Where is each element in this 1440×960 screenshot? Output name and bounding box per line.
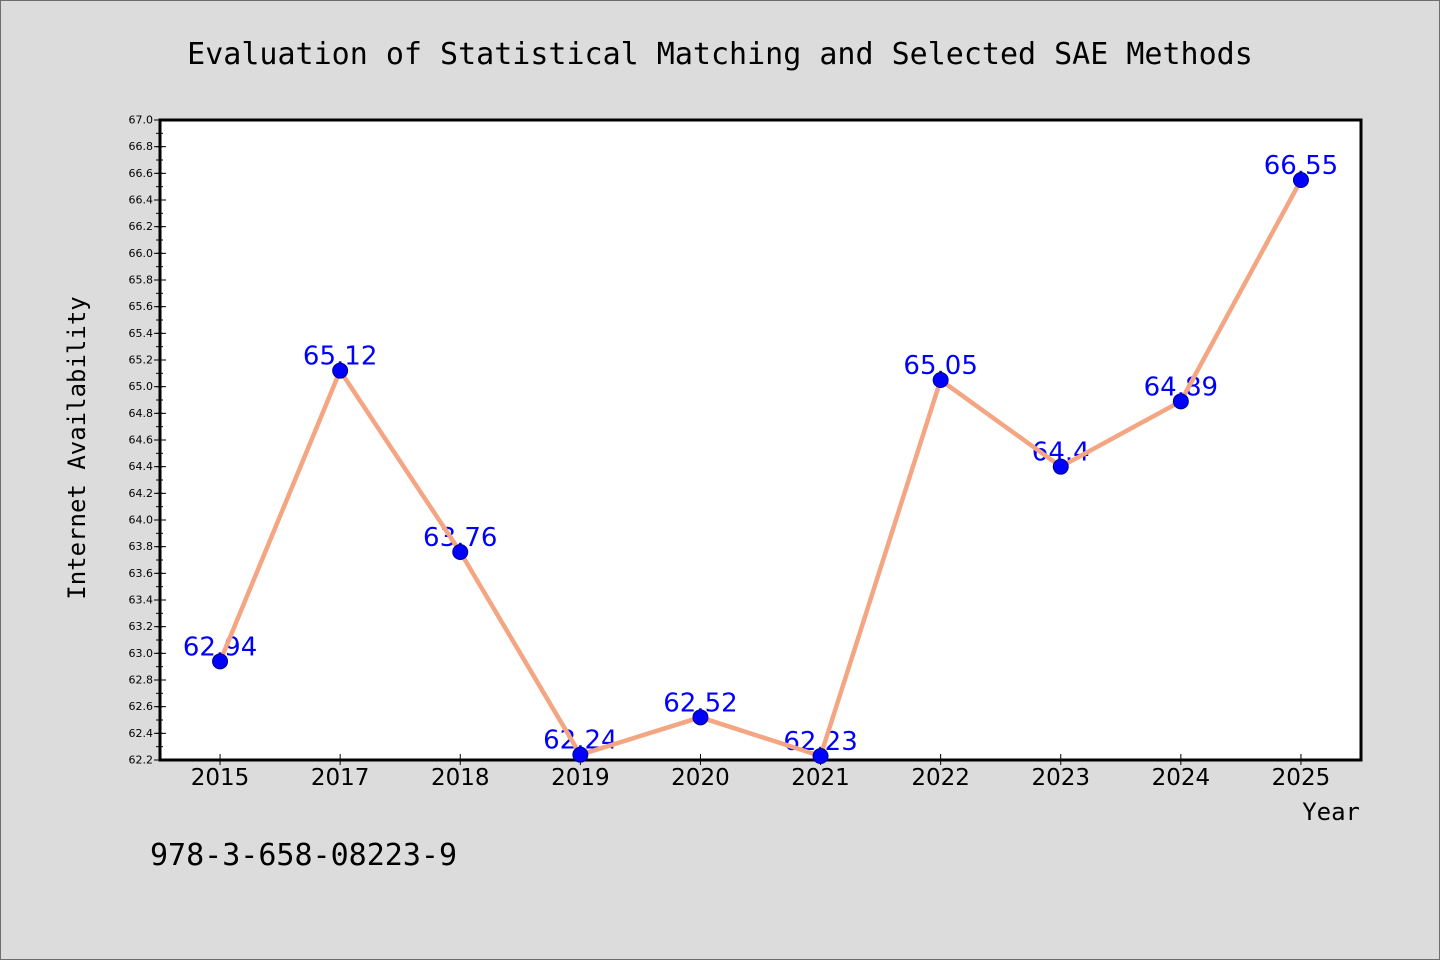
y-tick-label: 66.8 [129,140,154,153]
data-point [212,653,229,670]
data-point [812,748,829,764]
y-tick-label: 63.8 [129,540,154,553]
data-point [1052,458,1069,475]
x-tick-label: 2021 [791,765,850,791]
y-tick-label: 65.0 [129,380,154,393]
y-tick-label: 63.4 [129,594,154,607]
y-tick-label: 65.2 [129,354,154,367]
y-tick-label: 65.6 [129,300,154,313]
plot-area [160,120,1361,760]
y-tick-label: 67.0 [129,114,154,127]
series-polyline [217,177,1304,759]
data-point [1292,172,1309,188]
y-tick-label: 64.2 [129,487,154,500]
y-tick-label: 65.4 [129,327,154,340]
y-tick-label: 63.0 [129,647,154,660]
y-tick-label: 66.6 [129,167,154,180]
data-markers [212,172,1309,764]
y-tick-label: 66.0 [129,247,154,260]
data-point [692,709,709,726]
y-tick-label: 63.6 [129,567,154,580]
x-tick-label: 2024 [1152,765,1211,791]
y-tick-label: 66.4 [129,194,154,207]
y-tick-label: 63.2 [129,620,154,633]
data-point [932,372,949,388]
x-tick-label: 2022 [911,765,970,791]
y-tick-label: 64.8 [129,407,154,420]
series-line [217,177,1304,759]
x-axis-label: Year [1302,798,1360,826]
x-tick-label: 2020 [671,765,730,791]
x-tick-label: 2023 [1031,765,1090,791]
y-tick-label: 62.2 [129,754,154,767]
y-tick-label: 66.2 [129,220,154,233]
x-tick-label: 2018 [431,765,490,791]
y-tick-label: 64.6 [129,434,154,447]
data-point [572,746,589,763]
chart-title: Evaluation of Statistical Matching and S… [187,37,1253,72]
y-tick-label: 62.4 [129,727,154,740]
data-point [1172,393,1189,410]
x-tick-label: 2019 [551,765,610,791]
x-tick-label: 2025 [1272,765,1331,791]
y-tick-label: 64.4 [129,460,154,473]
y-axis-label: Internet Availability [63,296,91,599]
plot-frame [158,118,1363,762]
y-tick-label: 62.6 [129,700,154,713]
y-tick-label: 65.8 [129,274,154,287]
isbn-text: 978-3-658-08223-9 [150,838,457,873]
x-tick-label: 2017 [311,765,370,791]
y-tick-label: 64.0 [129,514,154,527]
x-axis: 2015 2017 2018 2019 2020 2021 2022 2023 2024 2025 [191,754,1330,791]
data-point [332,362,349,379]
x-tick-label: 2015 [191,765,250,791]
y-tick-label: 62.8 [129,674,154,687]
data-point [452,544,469,560]
